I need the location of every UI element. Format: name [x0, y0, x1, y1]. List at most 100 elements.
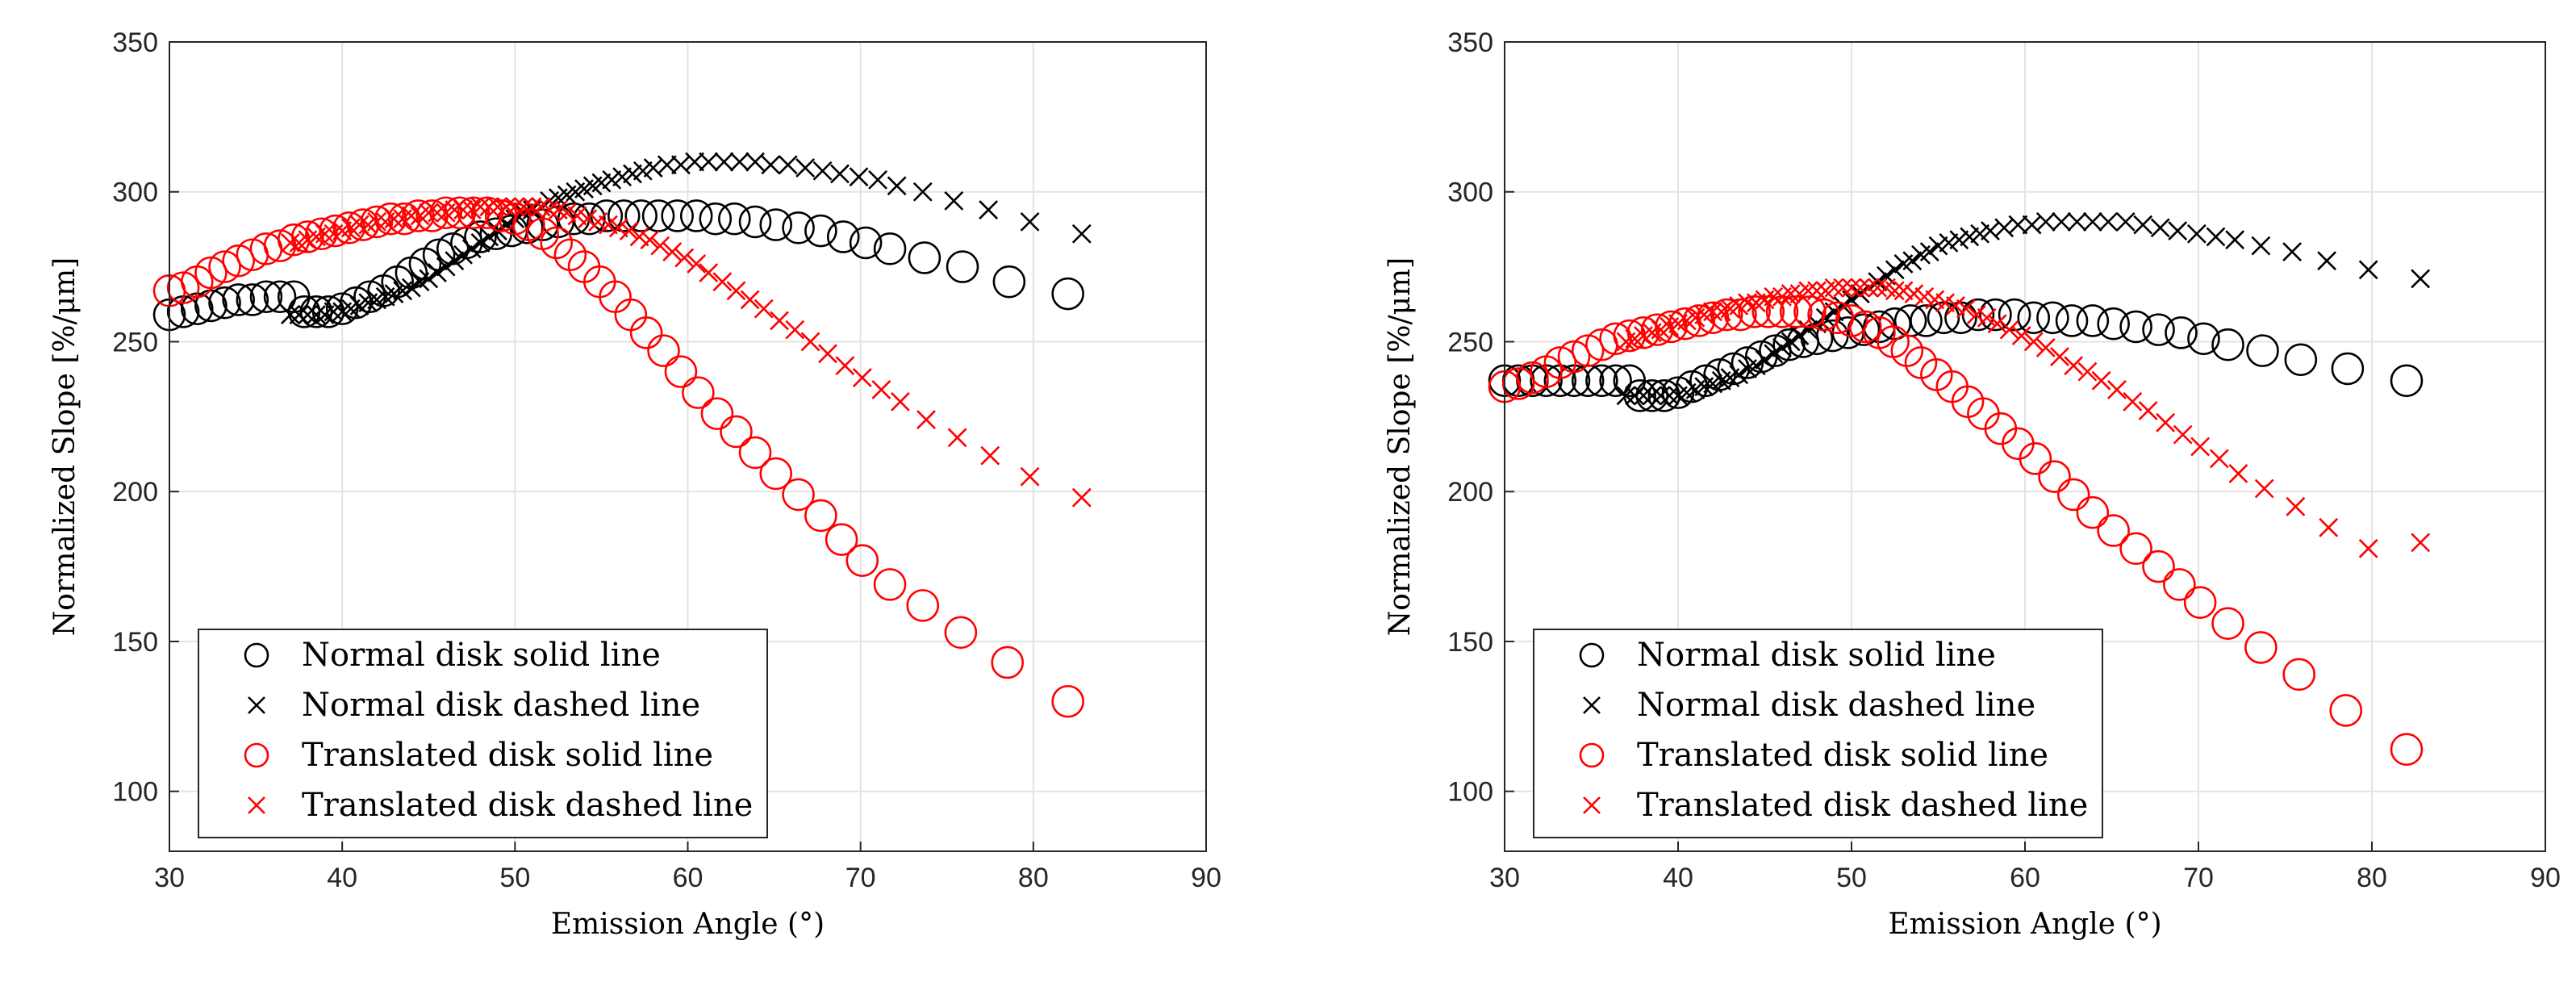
data-point-cross [1807, 281, 1827, 301]
legend-entry-label: Translated disk solid line [1637, 737, 2048, 774]
data-point-cross [980, 445, 1000, 466]
data-point-cross [1660, 386, 1680, 406]
data-point-cross [1703, 302, 1722, 322]
data-point-cross [1987, 314, 2007, 334]
right-chart-panel: 30 40 50 60 70 80 90 100 150 200 250 300 350 Emission… [1384, 27, 2561, 941]
data-point-circle [782, 478, 815, 512]
data-point-cross [2133, 215, 2153, 235]
data-point-circle [2244, 631, 2277, 664]
y-axis-label: Normalized Slope [%/μm] [48, 257, 81, 636]
data-point-cross [2190, 437, 2211, 457]
data-point-circle [845, 544, 879, 577]
data-point-circle [1501, 367, 1535, 400]
data-point-cross [2138, 401, 2158, 420]
data-series-group [152, 152, 1092, 718]
data-point-cross [445, 200, 465, 219]
data-point-cross [578, 209, 598, 229]
data-point-circle [1543, 346, 1577, 379]
data-point-cross [1781, 284, 1801, 303]
data-point-cross [849, 167, 869, 187]
x-axis-label: Emission Angle (°) [1888, 908, 2161, 941]
data-point-circle [1890, 334, 1924, 367]
data-point-cross [384, 209, 404, 229]
data-point-cross [2082, 211, 2102, 232]
y-tick-label: 150 [112, 627, 158, 658]
data-point-circle [2284, 343, 2318, 377]
data-point-cross [599, 215, 618, 235]
data-point-circle [804, 499, 837, 533]
data-point-circle [2282, 658, 2315, 692]
data-point-cross [602, 169, 622, 190]
data-point-cross [1746, 356, 1766, 376]
data-point-circle [992, 265, 1026, 299]
data-point-cross [540, 200, 560, 219]
data-point-cross [324, 302, 344, 322]
data-point-cross [2254, 478, 2274, 499]
y-tick-label: 300 [1447, 178, 1493, 208]
x-tick-label: 50 [1836, 863, 1867, 893]
data-point-cross [2411, 269, 2431, 289]
data-point-circle [1961, 298, 1995, 332]
data-point-cross [1960, 227, 1980, 247]
data-point-cross [2186, 224, 2207, 244]
data-point-circle [1599, 364, 1632, 398]
data-point-cross [461, 239, 482, 259]
data-point-circle [944, 616, 978, 650]
data-point-cross [835, 356, 855, 376]
data-point-cross [1904, 284, 1924, 303]
series-circles-2 [1488, 295, 2424, 766]
data-point-circle [2390, 364, 2424, 398]
x-tick-label: 50 [499, 863, 530, 893]
x-tick-label: 70 [2183, 863, 2214, 893]
data-point-cross [714, 152, 734, 172]
data-point-circle [759, 208, 793, 241]
x-tick-label: 30 [1489, 863, 1520, 893]
data-point-circle [208, 250, 241, 283]
data-point-cross [315, 224, 335, 244]
data-point-cross [623, 164, 642, 184]
data-point-circle [2038, 460, 2071, 493]
data-point-cross [979, 200, 999, 219]
data-point-circle [720, 415, 753, 449]
data-point-circle [553, 238, 587, 272]
data-point-cross [1020, 466, 1040, 487]
legend-box [1533, 629, 2103, 838]
data-point-cross [1885, 260, 1905, 280]
data-point-cross [1833, 278, 1853, 298]
data-point-circle [825, 523, 858, 556]
data-point-cross [1634, 386, 1653, 406]
data-point-cross [729, 152, 749, 172]
data-point-cross [496, 197, 516, 217]
data-point-circle [1848, 310, 1882, 344]
data-point-cross [401, 278, 421, 298]
data-point-cross [2098, 211, 2119, 232]
data-point-circle [664, 355, 698, 388]
data-point-circle [1675, 370, 1709, 403]
data-point-cross [1781, 332, 1801, 352]
data-point-circle [607, 199, 641, 232]
data-point-cross [778, 155, 798, 175]
data-point-cross [280, 232, 300, 253]
data-point-cross [280, 305, 300, 324]
data-point-cross [2091, 370, 2111, 391]
data-point-circle [782, 211, 815, 244]
data-point-cross [453, 200, 474, 219]
data-point-cross [479, 197, 499, 217]
y-tick-label: 350 [112, 27, 158, 58]
data-point-cross [2358, 538, 2378, 558]
x-tick-label: 60 [2010, 863, 2040, 893]
data-point-circle [2142, 313, 2175, 346]
x-tick-label: 30 [154, 863, 185, 893]
data-point-circle [339, 286, 373, 320]
left-chart-panel: 30 40 50 60 70 80 90 100 150 200 250 300 350 Emission… [48, 27, 1221, 941]
data-point-cross [1020, 211, 1040, 232]
data-point-circle [679, 199, 713, 232]
data-point-cross [2282, 242, 2303, 261]
data-point-cross [1798, 320, 1818, 340]
data-point-cross [2317, 251, 2337, 271]
data-point-circle [2055, 304, 2089, 337]
data-point-cross [1914, 286, 1935, 307]
data-point-cross [1970, 224, 1990, 244]
data-point-cross [2358, 260, 2378, 280]
data-point-circle [1571, 334, 1605, 367]
